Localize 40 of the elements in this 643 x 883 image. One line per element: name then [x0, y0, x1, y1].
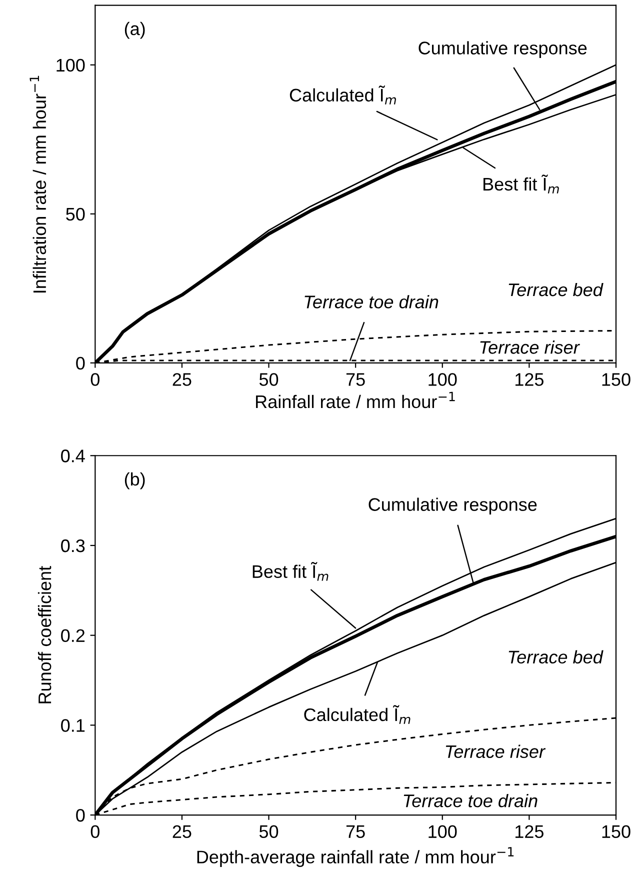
annotation: Terrace riser — [480, 340, 580, 354]
y-tick-label: 0.4 — [61, 450, 85, 462]
annotation: (a) — [124, 22, 145, 39]
x-tick-label: 100 — [428, 825, 457, 838]
x-tick-label: 0 — [90, 825, 100, 838]
annotation: Terrace bed — [508, 650, 604, 664]
y-tick-label: 0.1 — [61, 719, 85, 732]
annotation: Terrace toe drain — [304, 295, 438, 308]
annotation: Cumulative response — [368, 498, 537, 515]
x-tick-label: 150 — [602, 825, 630, 838]
x-tick-label: 75 — [346, 373, 365, 386]
annotation: Cumulative response — [418, 41, 587, 58]
x-axis-title: Depth-average rainfall rate / mm hour$^{−1}$ — [197, 847, 514, 867]
x-tick-label: 125 — [516, 373, 544, 386]
annotation: Terrace riser — [446, 744, 546, 758]
y-tick-label: 0.2 — [61, 629, 85, 642]
y-axis-title: Runoff coefficient — [38, 566, 52, 704]
x-tick-label: 0 — [90, 373, 100, 386]
annotation: (b) — [124, 472, 145, 490]
y-tick-label: 100 — [56, 58, 85, 72]
y-tick-label: 0 — [76, 356, 85, 370]
x-tick-label: 25 — [172, 373, 192, 386]
annotation: Calculated Ĩ$_{m}$ — [304, 705, 410, 724]
annotation: Calculated Ĩ$_{m}$ — [290, 86, 396, 104]
y-tick-label: 50 — [66, 208, 85, 221]
x-tick-label: 150 — [602, 373, 630, 386]
y-tick-label: 0.3 — [61, 539, 85, 552]
x-axis-title: Rainfall rate / mm hour$^{−1}$ — [256, 392, 455, 408]
x-tick-label: 125 — [516, 825, 544, 838]
x-tick-label: 75 — [346, 825, 365, 838]
x-tick-label: 50 — [259, 373, 278, 386]
x-tick-label: 25 — [172, 825, 192, 838]
y-axis-title: Infiltration rate / mm hour$^{−1}$ — [30, 76, 46, 292]
annotation: Best fit Ĩ$_{m}$ — [484, 174, 559, 194]
y-tick-label: 0 — [76, 808, 85, 822]
annotation: Best fit Ĩ$_{m}$ — [252, 562, 328, 581]
x-tick-label: 100 — [428, 373, 457, 386]
annotation: Terrace bed — [508, 282, 604, 296]
annotation: Terrace toe drain — [404, 794, 538, 808]
x-tick-label: 50 — [259, 825, 278, 838]
